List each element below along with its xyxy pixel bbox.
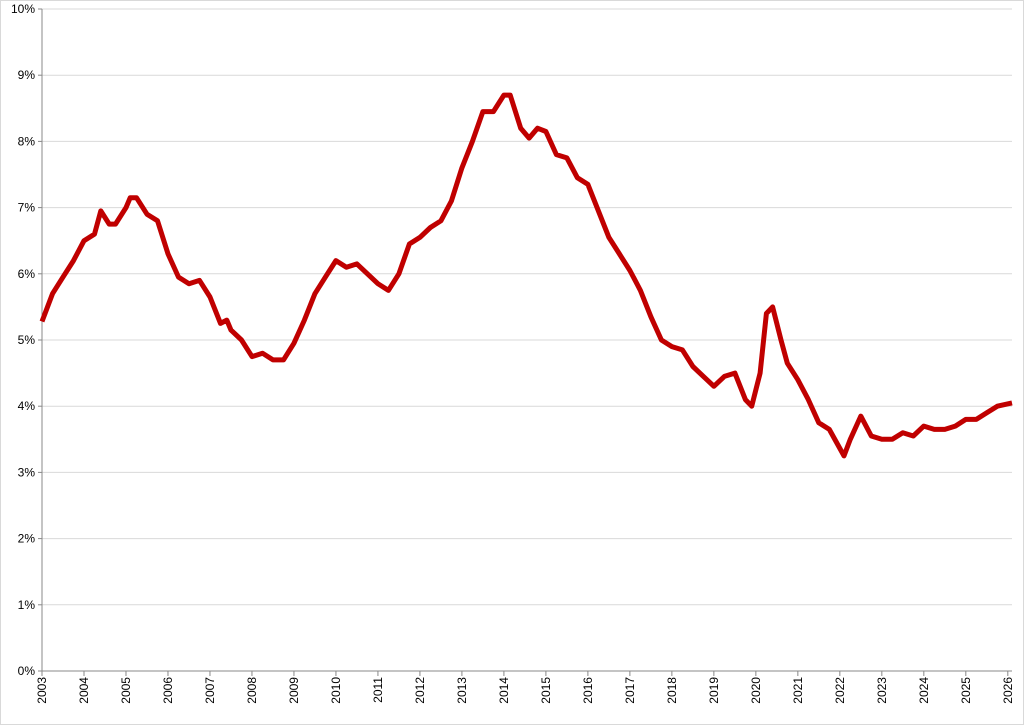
x-tick-label: 2014 bbox=[497, 677, 511, 704]
y-tick-label: 10% bbox=[11, 2, 35, 16]
data-line bbox=[39, 92, 1013, 459]
y-tick-label: 1% bbox=[18, 598, 36, 612]
x-tick-label: 2022 bbox=[833, 677, 847, 704]
x-tick-label: 2010 bbox=[329, 677, 343, 704]
x-tick-label: 2026 bbox=[1001, 677, 1015, 704]
x-tick-label: 2006 bbox=[161, 677, 175, 704]
y-tick-label: 2% bbox=[18, 532, 36, 546]
x-tick-label: 2013 bbox=[455, 677, 469, 704]
y-tick-label: 8% bbox=[18, 134, 36, 148]
y-tick-label: 5% bbox=[18, 333, 36, 347]
x-tick-label: 2019 bbox=[707, 677, 721, 704]
x-tick-label: 2017 bbox=[623, 677, 637, 704]
y-tick-label: 3% bbox=[18, 465, 36, 479]
y-tick-label: 9% bbox=[18, 68, 36, 82]
x-tick-label: 2008 bbox=[245, 677, 259, 704]
x-tick-label: 2024 bbox=[917, 677, 931, 704]
x-tick-label: 2012 bbox=[413, 677, 427, 704]
y-tick-label: 6% bbox=[18, 267, 36, 281]
y-tick-label: 0% bbox=[18, 664, 36, 678]
x-tick-label: 2023 bbox=[875, 677, 889, 704]
x-tick-label: 2020 bbox=[749, 677, 763, 704]
x-tick-label: 2009 bbox=[287, 677, 301, 704]
x-tick-label: 2021 bbox=[791, 677, 805, 704]
x-tick-label: 2011 bbox=[371, 677, 385, 703]
y-tick-label: 7% bbox=[18, 201, 36, 215]
x-tick-label: 2018 bbox=[665, 677, 679, 704]
x-tick-label: 2025 bbox=[959, 677, 973, 704]
x-tick-label: 2015 bbox=[539, 677, 553, 704]
x-tick-label: 2005 bbox=[119, 677, 133, 704]
y-tick-label: 4% bbox=[18, 399, 36, 413]
x-tick-label: 2004 bbox=[77, 677, 91, 704]
x-tick-label: 2007 bbox=[203, 677, 217, 704]
x-tick-label: 2003 bbox=[35, 677, 49, 704]
x-tick-label: 2016 bbox=[581, 677, 595, 704]
